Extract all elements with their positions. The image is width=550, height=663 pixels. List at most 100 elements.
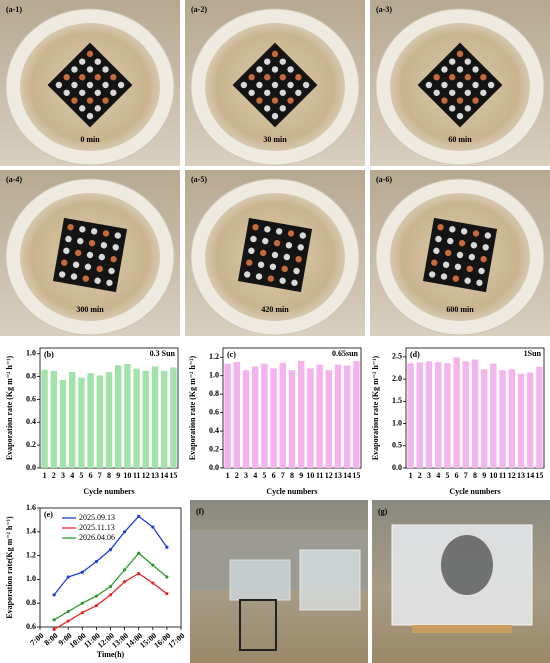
x-tick-label: 14 [160,471,168,480]
point [108,584,113,589]
chart: 0.6 0.8 1.0 1.2 1.4 1.6 Evaporation rate(Kg m⁻… [5,503,187,659]
evaporator-hole [86,81,94,89]
evaporator-hole [464,89,471,96]
x-axis-label: Cycle numbers [83,487,134,496]
x-tick-label: 4 [70,471,74,480]
x-tick-label: 1 [226,471,230,480]
x-tick-label: 11 [133,471,141,480]
x-tick-label: 14 [343,471,351,480]
evaporator-hole [433,74,440,81]
evaporator-hole [279,58,286,65]
evaporator-hole [449,58,456,65]
point [151,581,155,585]
x-tick-label: 13 [334,471,342,480]
panel-label: (c) [227,350,236,359]
y-tick-label: 0.6 [26,394,36,403]
evaporator-hole [487,81,495,89]
y-tick-label: 0.4 [26,417,36,426]
evaporator-hole [456,66,464,73]
bar [261,363,268,468]
chart: 0.0 0.2 0.4 0.6 0.8 1.0 1.2 Evaporation rate (K… [188,347,362,496]
evaporator-hole [248,89,255,96]
evaporator-hole [86,251,94,259]
evaporator-hole [256,81,263,89]
evaporator-hole [472,230,480,237]
evaporator-hole [435,235,442,243]
x-axis-label: Time(h) [97,650,125,659]
evaporator-hole [441,66,448,73]
point [52,627,56,631]
annotation: 1Sun [524,349,542,358]
photo-caption: 60 min [448,135,472,144]
evaporator-hole [468,253,476,261]
evaporator-hole [102,230,110,237]
evaporator-hole [90,228,98,235]
photo-caption: 300 min [76,305,104,314]
evaporator-hole [264,89,271,96]
photo-panel: (a-1) 0 min [0,0,180,166]
evaporator-hole [302,81,310,89]
bar [462,361,470,468]
evaporator-hole [464,105,471,112]
bar [224,363,231,468]
y-tick-label: 0.6 [26,622,36,631]
chart: 0.0 0.5 1.0 1.5 2.0 2.5 Evaporation rate (Kg m… [371,347,545,496]
evaporator-hole [287,81,294,89]
photo-label: (a-2) [191,5,207,14]
evaporator-hole [63,74,70,81]
photo-panel: (a-2) 30 min [185,0,365,166]
bar [124,364,131,468]
bar [343,365,351,468]
bar [142,370,150,468]
bar [170,367,177,468]
x-tick-label: 15 [535,471,543,480]
evaporator-hole [102,66,109,73]
evaporator-hole [271,112,279,120]
bar [270,368,277,468]
bar [59,380,67,468]
bar [41,369,48,468]
glass-box [229,559,291,601]
point [52,618,56,622]
point [108,593,113,597]
x-tick-label: 8 [290,471,294,480]
y-tick-label: 1.2 [209,352,219,361]
evaporator-hole [240,81,248,89]
x-tick-label: 2 [235,471,239,480]
evaporator-hole [71,81,78,89]
evaporator-hole [79,74,86,81]
evaporator-hole [295,255,302,263]
x-tick-label: 6 [272,471,276,480]
x-tick-label: 14 [526,471,534,480]
x-tick-label: 8 [107,471,111,480]
evaporator [237,217,313,293]
evaporator-hole [287,66,294,73]
photo-caption: 0 min [80,135,100,144]
bar [334,364,342,468]
photo-label: (a-5) [191,175,207,184]
x-tick-label: 13 [151,471,159,480]
evaporator-hole [271,66,279,73]
legend-label: 2025.09.13 [79,513,115,522]
evaporator [52,217,128,293]
y-tick-label: 0.2 [209,444,219,453]
evaporator-hole [79,58,86,65]
x-tick-label: 11 [499,471,507,480]
point [80,611,84,615]
x-tick-label: 3 [61,471,65,480]
evaporator-hole [271,50,279,58]
y-tick-label: 0.5 [392,441,402,450]
evaporator-hole [250,235,257,243]
evaporator-hole [112,244,119,251]
evaporator-hole [243,271,251,278]
y-tick-label: 1.0 [392,418,402,427]
evaporator-hole [480,255,487,263]
evaporator-hole [295,74,302,81]
point [165,592,169,596]
point [137,571,141,576]
evaporator-hole [110,255,117,263]
photo-label: (a-1) [6,5,22,14]
evaporator-hole [291,279,298,287]
evaporator-hole [117,81,125,89]
legend-label: 2026.04.06 [79,533,115,542]
